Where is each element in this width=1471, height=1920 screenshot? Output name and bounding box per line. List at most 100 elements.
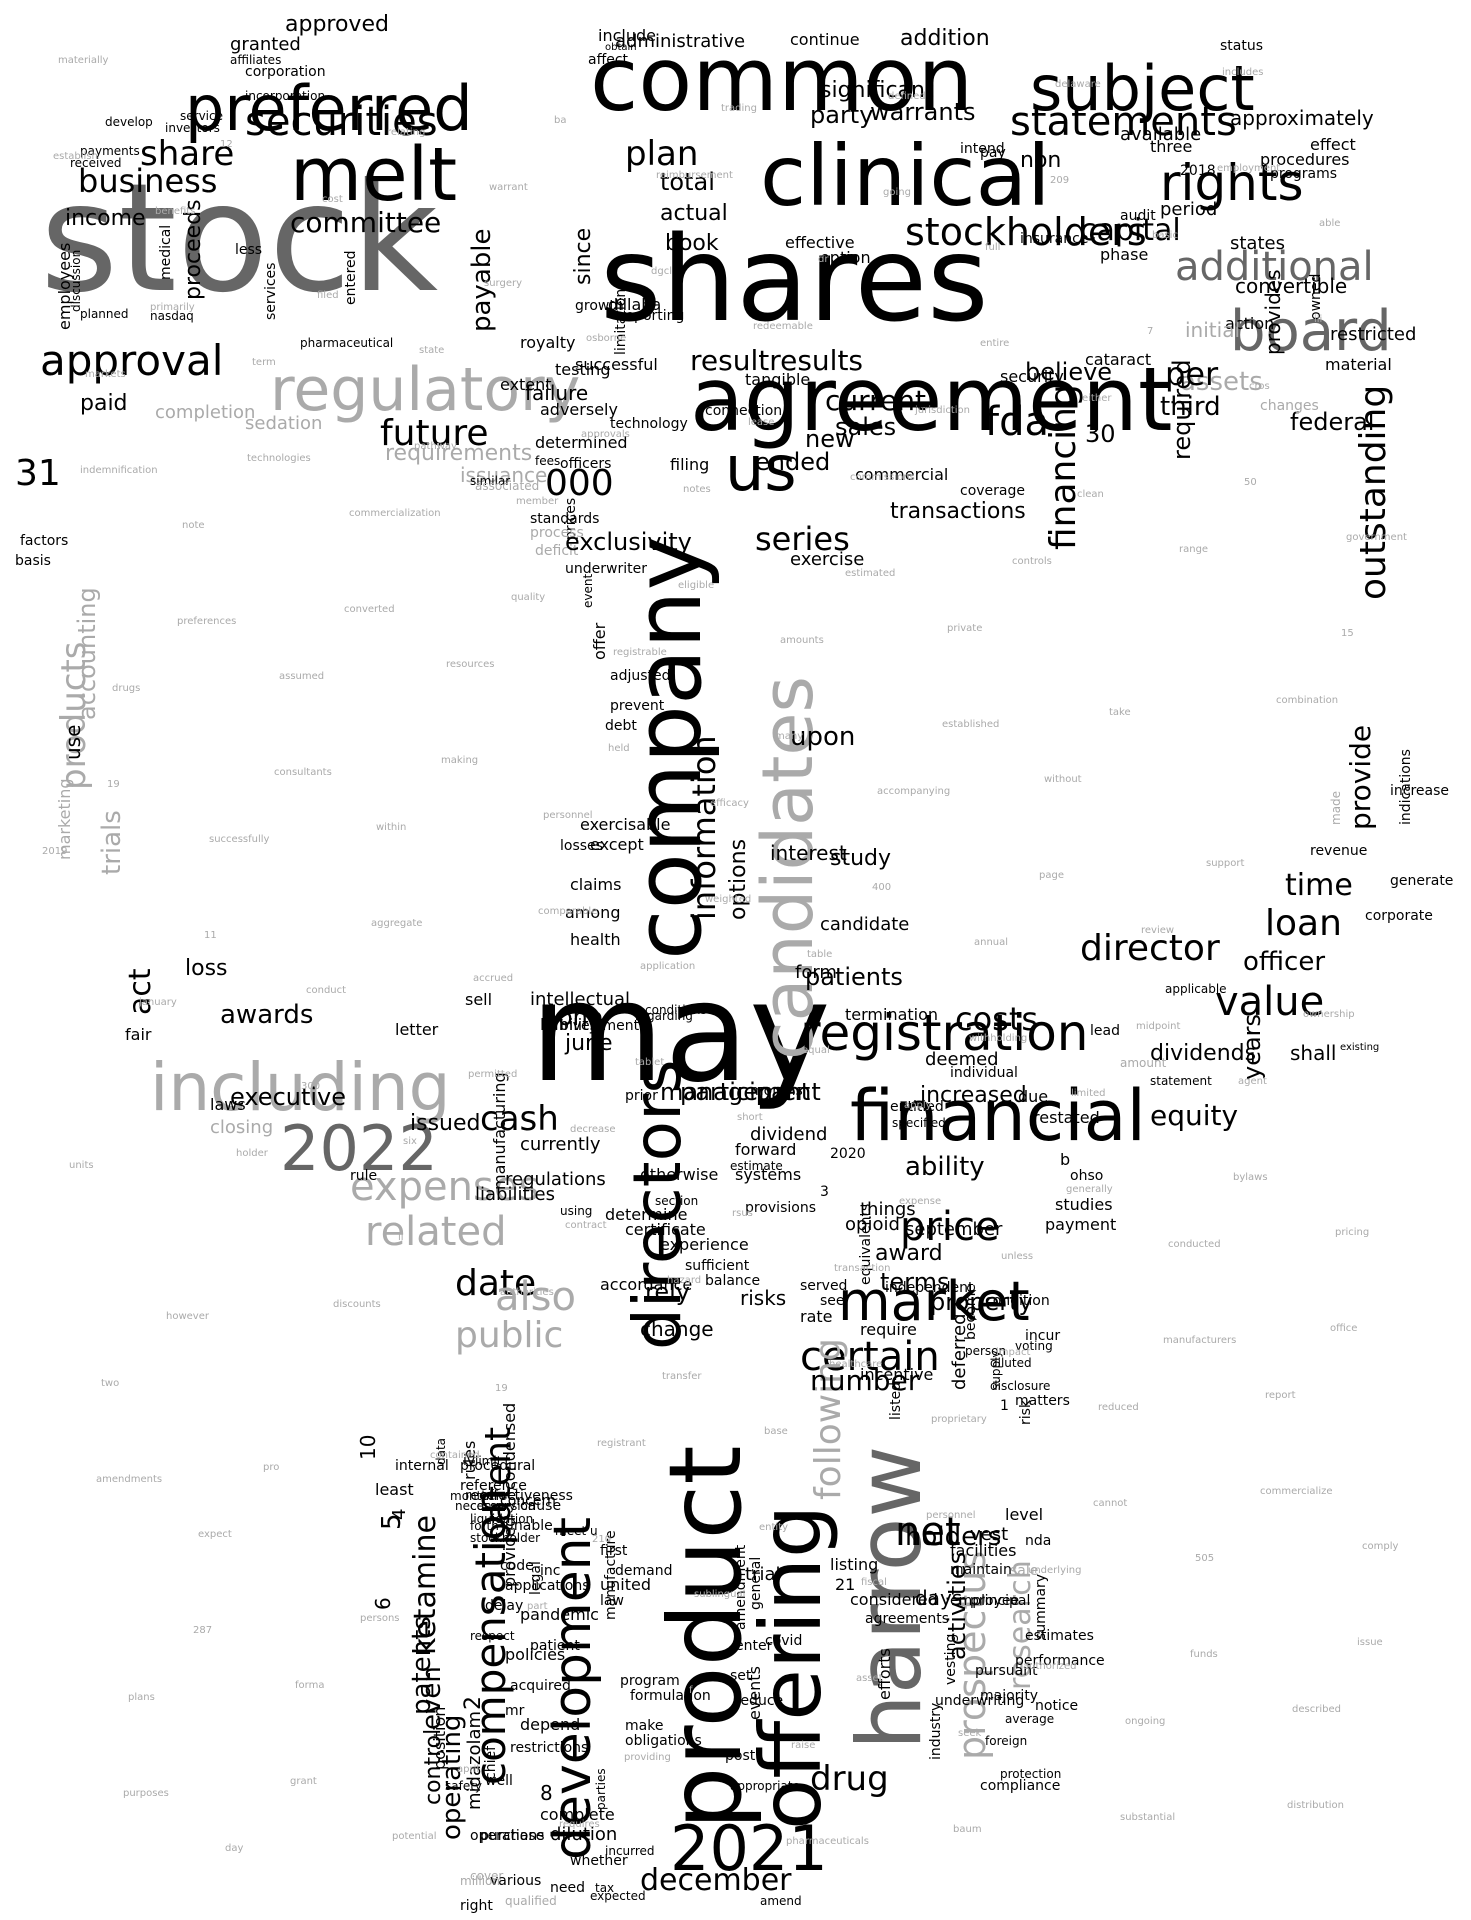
word-indications-146: indications [1398,749,1414,825]
word-summary-317: summary [1033,1574,1049,1640]
word-statement-248: statement [1150,1074,1212,1088]
word-director-55: director [1080,928,1220,969]
word-increased-245: increased [920,1083,1027,1108]
word-six-484: six [403,1136,417,1147]
word-receive-377: receive [465,1488,516,1504]
word-rely-280: rely [645,1278,690,1306]
word-award-273: award [875,1241,943,1266]
word-distribution-548: distribution [1287,1800,1344,1811]
word-provisions-269: provisions [745,1200,816,1216]
word-public-35: public [455,1315,563,1356]
word-full-490: full [985,242,1000,253]
word-price-33: price [900,1204,1000,1250]
word-rsus-556: rsus [732,1208,753,1219]
word-dgcl-514: dgcl [651,266,672,277]
word-clinical-4: clinical [760,127,1050,225]
word-withholding-531: withholding [969,1033,1027,1044]
word-need-341: need [550,1880,585,1896]
word-maintain-304: maintain [950,1562,1012,1578]
word-dillaha-234: dillaha [608,295,661,314]
word-pharmaceuticals-584: pharmaceuticals [786,1836,869,1847]
word-contained-498: contained [430,1450,480,1461]
word-amounts-433: amounts [780,635,824,646]
word-many-529: many [775,731,803,742]
word-cash-67: cash [480,1099,559,1139]
word-adjusted-168: adjusted [610,668,671,684]
word-plans-440: plans [128,1692,155,1703]
word-net-47: net [895,1509,961,1555]
word-officers-157: officers [560,456,611,472]
word-2-400: 2 [461,1696,486,1710]
word-candidate-241: candidate [820,914,909,935]
word-debt-170: debt [605,718,637,734]
word-ketamine-395: ketamine [408,1515,443,1655]
word-intellectual-183: intellectual [530,989,630,1010]
word-issued-127: issued [410,1111,480,1136]
word-short-460: short [737,1112,763,1123]
word-deficit-165: deficit [535,543,579,559]
word-support-506: support [1206,858,1244,869]
word-december-49: december [640,1863,792,1898]
word-initial-206: initial [1185,318,1240,342]
word-pathway-539: pathway [414,441,457,452]
word-federal-96: federal [1290,408,1374,436]
word-third-95: third [1160,392,1221,422]
word-cost-442: cost [322,194,343,205]
word-sell-177: sell [465,990,492,1009]
word-years-142: years [1238,1014,1266,1080]
word-sales-105: sales [835,413,896,441]
word-generate-149: generate [1390,873,1453,889]
word-person-291: person [965,1344,1006,1358]
word-right-345: right [460,1898,493,1914]
word-inc-381: inc [540,1563,560,1579]
word-appropriate-335: appropriate [730,1779,800,1793]
word-total-222: total [660,168,715,196]
word-technologies-551: technologies [247,453,311,464]
word-payments-77: payments [80,144,140,158]
word-legal-362: legal [528,1561,544,1595]
word-dr-502: dr [818,254,829,265]
word-osborne-431: osborne [586,333,626,344]
word-regarding-179: regarding [635,1009,693,1023]
word-addition-190: addition [900,26,990,51]
word-formulation-357: formulation [630,1688,711,1704]
word-extent-152: extent [500,375,552,394]
word-deemed-244: deemed [925,1049,999,1070]
word-11-578: 11 [204,930,217,941]
word-private-421: private [947,623,982,634]
word-listed-320: listed [888,1382,904,1420]
word-benefits-454: benefits [155,206,195,217]
word-2019-494: 2019 [42,846,67,857]
word-audit-199: audit [1120,208,1156,224]
word-clean-587: clean [1077,489,1104,500]
word-raise-488: raise [791,1740,815,1751]
word-phase-203: phase [1100,245,1148,264]
word-stock-0: stock [40,152,438,326]
word-incentive-300: incentive [860,1365,933,1384]
word-filed-538: filed [317,290,339,301]
word-registrant-486: registrant [597,1438,646,1449]
word-restricted-205: restricted [1330,324,1416,345]
word-procedural-391: procedural [460,1458,535,1474]
word-000-69: 000 [545,463,614,504]
word-employment-561: employment [1217,163,1280,174]
word-described-452: described [1292,1704,1341,1715]
word-operating-45: operating [437,1715,467,1840]
word-entitled-262: entitled [890,1099,944,1115]
word-factors-123: factors [20,533,68,549]
word-book-224: book [665,231,719,256]
word-4-403: 4 [389,1509,410,1520]
word-outstanding-50: outstanding [1353,385,1394,600]
word-supply-296: supply [989,1350,1003,1390]
word-future-43: future [380,413,489,454]
word-security-212: security [1000,367,1064,386]
word-patients-242: patients [805,963,903,991]
word-time-59: time [1285,868,1353,903]
word-act-115: act [123,968,158,1015]
word-tablet-555: tablet [635,1057,664,1068]
word-obtain-182: obtain [605,42,637,53]
word-prior-253: prior [625,1088,658,1104]
word-less-86: less [235,242,262,258]
word-subject-11: subject [1030,52,1255,125]
word-code-414: code [500,1558,534,1574]
